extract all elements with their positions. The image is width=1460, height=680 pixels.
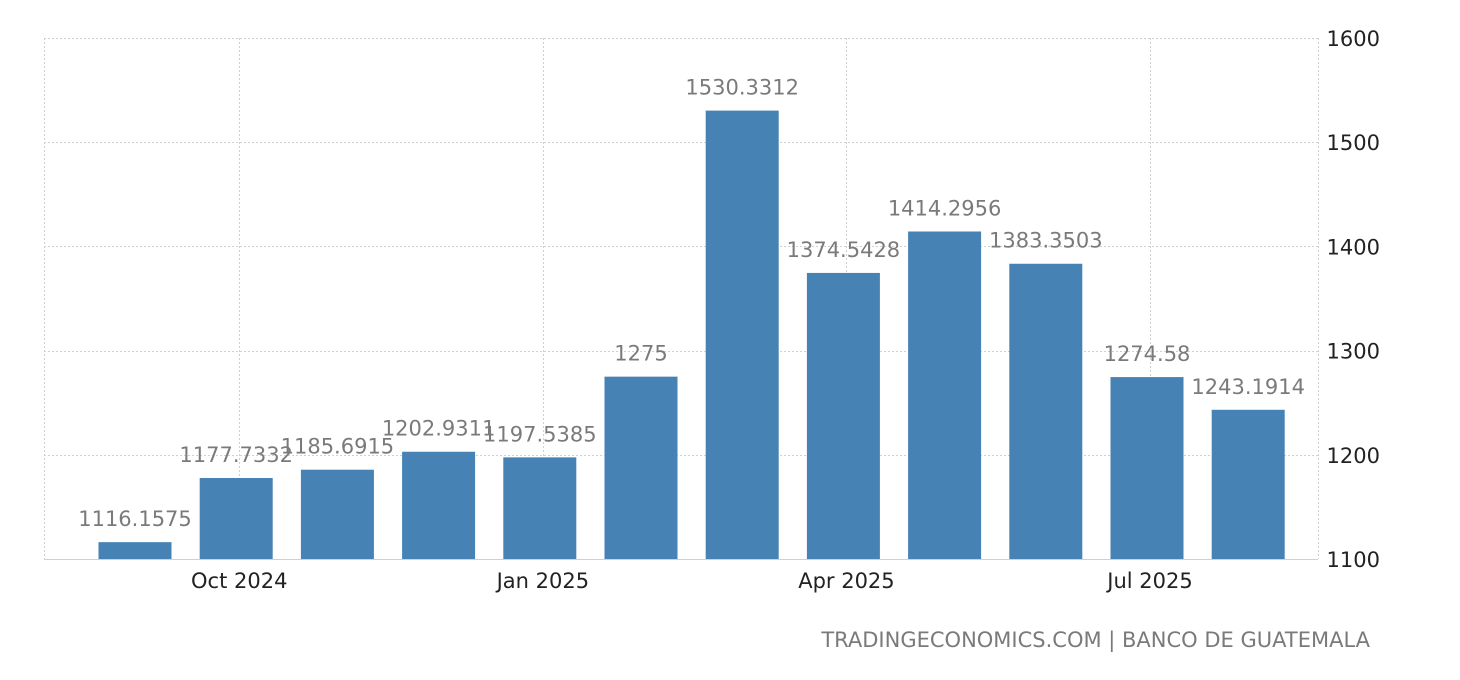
data-label: 1275 — [614, 342, 667, 366]
data-label: 1414.2956 — [888, 197, 1002, 221]
data-label: 1383.3503 — [989, 229, 1103, 253]
x-tick-label: Apr 2025 — [798, 569, 894, 593]
data-label: 1243.1914 — [1191, 375, 1305, 399]
bar-dec-2024 — [503, 457, 577, 559]
grid-lines — [44, 38, 1319, 560]
y-tick-label: 1200 — [1327, 444, 1380, 468]
bar-jul-2025 — [1211, 409, 1285, 559]
bar-sep-2024 — [199, 478, 273, 559]
bar-mar-2025 — [806, 272, 880, 559]
data-label: 1274.58 — [1104, 342, 1191, 366]
bar-may-2025 — [1009, 263, 1083, 559]
data-label: 1177.7332 — [179, 443, 293, 467]
data-label: 1374.5428 — [787, 238, 901, 262]
y-axis-ticks: 1100 1200 1300 1400 1500 1600 — [1327, 27, 1380, 572]
bar-apr-2025 — [908, 231, 982, 560]
y-tick-label: 1600 — [1327, 27, 1380, 51]
bar-feb-2025 — [705, 110, 779, 560]
y-tick-label: 1300 — [1327, 340, 1380, 364]
data-label: 1530.3312 — [685, 76, 799, 100]
y-tick-label: 1100 — [1327, 548, 1380, 572]
bar-nov-2024 — [402, 451, 476, 559]
x-tick-label: Oct 2024 — [191, 569, 287, 593]
y-tick-label: 1400 — [1327, 235, 1380, 259]
data-label: 1116.1575 — [78, 507, 192, 531]
x-tick-label: Jul 2025 — [1105, 569, 1192, 593]
bars — [98, 110, 1285, 560]
y-tick-label: 1500 — [1327, 131, 1380, 155]
data-labels: 1116.1575 1177.73321185.69151202.93111197… — [78, 76, 1305, 532]
x-axis-ticks: Oct 2024 Jan 2025 Apr 2025 Jul 2025 — [191, 569, 1193, 593]
source-credit: TRADINGECONOMICS.COM | BANCO DE GUATEMAL… — [821, 628, 1370, 652]
data-label: 1197.5385 — [483, 422, 597, 446]
bar-jun-2025 — [1110, 377, 1184, 559]
x-tick-label: Jan 2025 — [495, 569, 590, 593]
bar-jan-2025 — [604, 376, 678, 559]
bar-oct-2024 — [300, 469, 374, 559]
bar-aug-2024 — [98, 542, 172, 559]
data-label: 1202.9311 — [382, 417, 496, 441]
data-label: 1185.6915 — [281, 435, 395, 459]
